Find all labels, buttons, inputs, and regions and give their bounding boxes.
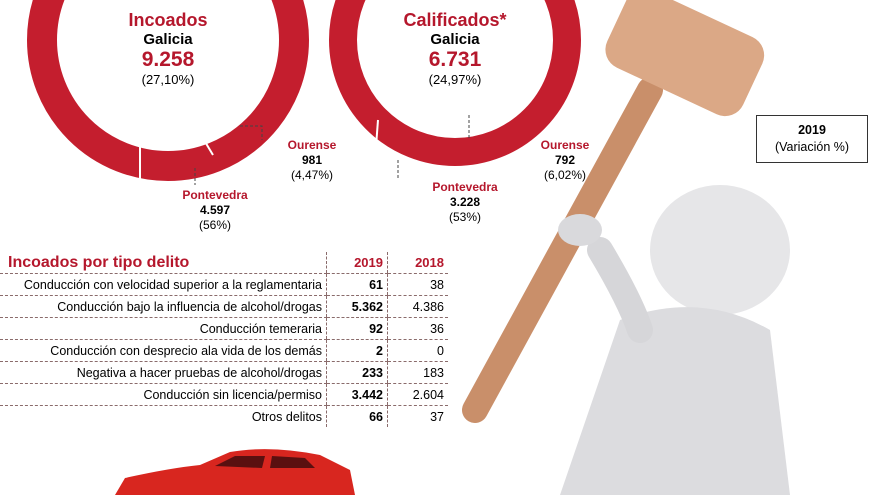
- value-2018: 38: [387, 273, 448, 296]
- delitos-table: Incoados por tipo delito 2019 2018 Condu…: [0, 252, 448, 427]
- table-row: Conducción con velocidad superior a la r…: [0, 273, 448, 296]
- table-header: Incoados por tipo delito 2019 2018: [0, 252, 448, 274]
- donut-incoados: [27, 0, 309, 185]
- legend-box: 2019 (Variación %): [756, 115, 868, 163]
- table-title: Incoados por tipo delito: [0, 252, 327, 274]
- row-label: Negativa a hacer pruebas de alcohol/drog…: [0, 361, 327, 384]
- value-2019: 66: [326, 405, 388, 427]
- donut-incoados-center: Incoados Galicia 9.258 (27,10%): [68, 10, 268, 87]
- row-label: Conducción sin licencia/permiso: [0, 383, 327, 406]
- table-row: Conducción con desprecio ala vida de los…: [0, 339, 448, 362]
- slice-divider: [447, 79, 476, 96]
- value-2019: 5.362: [326, 295, 388, 318]
- chart-subtitle: Galicia: [143, 31, 193, 48]
- slice-label-ourense: Ourense 981 (4,47%): [287, 138, 337, 182]
- col-2018: 2018: [387, 252, 448, 274]
- chart-title: Incoados: [128, 10, 208, 30]
- value-2018: 37: [387, 405, 448, 427]
- donut-ring: [27, 0, 309, 181]
- row-label: Conducción con velocidad superior a la r…: [0, 273, 327, 296]
- legend-year: 2019: [798, 123, 826, 137]
- legend-label: (Variación %): [774, 140, 850, 154]
- gavel-figure-image: [462, 0, 790, 495]
- chart-subtitle: Galicia: [430, 31, 480, 48]
- value-2018: 0: [387, 339, 448, 362]
- table-row: Conducción temeraria 92 36: [0, 317, 448, 340]
- value-2019: 233: [326, 361, 388, 384]
- slice-label-pontevedra: Pontevedra 3.228 (53%): [432, 180, 498, 224]
- value-2018: 2.604: [387, 383, 448, 406]
- value-2019: 3.442: [326, 383, 388, 406]
- donut-calificados-center: Calificados* Galicia 6.731 (24,97%): [355, 10, 555, 87]
- value-2018: 4.386: [387, 295, 448, 318]
- table-row: Otros delitos 66 37: [0, 405, 448, 427]
- slice-divider: [374, 119, 379, 161]
- row-label: Conducción temeraria: [0, 317, 327, 340]
- value-2018: 183: [387, 361, 448, 384]
- row-label: Conducción bajo la influencia de alcohol…: [0, 295, 327, 318]
- table-row: Conducción bajo la influencia de alcohol…: [0, 295, 448, 318]
- row-label: Otros delitos: [251, 409, 322, 424]
- value-2019: 2: [326, 339, 388, 362]
- total-value: 9.258: [141, 48, 195, 71]
- slice-label-ourense: Ourense 792 (6,02%): [540, 138, 590, 182]
- col-2019: 2019: [326, 252, 388, 274]
- car-image: [115, 449, 355, 495]
- slice-label-pontevedra: Pontevedra 4.597 (56%): [182, 188, 248, 232]
- table-row: Negativa a hacer pruebas de alcohol/drog…: [0, 361, 448, 384]
- row-label: Conducción con desprecio ala vida de los…: [0, 339, 327, 362]
- slice-divider: [217, 86, 251, 105]
- value-2019: 61: [326, 273, 388, 296]
- total-pct: (24,97%): [428, 72, 482, 87]
- value-2019: 92: [326, 317, 388, 340]
- chart-title: Calificados*: [403, 10, 507, 30]
- total-pct: (27,10%): [141, 72, 195, 87]
- slice-divider: [194, 124, 214, 156]
- value-2018: 36: [387, 317, 448, 340]
- donut-calificados: [329, 0, 581, 180]
- slice-divider: [427, 106, 446, 137]
- total-value: 6.731: [428, 48, 482, 71]
- table-row: Conducción sin licencia/permiso 3.442 2.60…: [0, 383, 448, 406]
- donut-ring: [329, 0, 581, 166]
